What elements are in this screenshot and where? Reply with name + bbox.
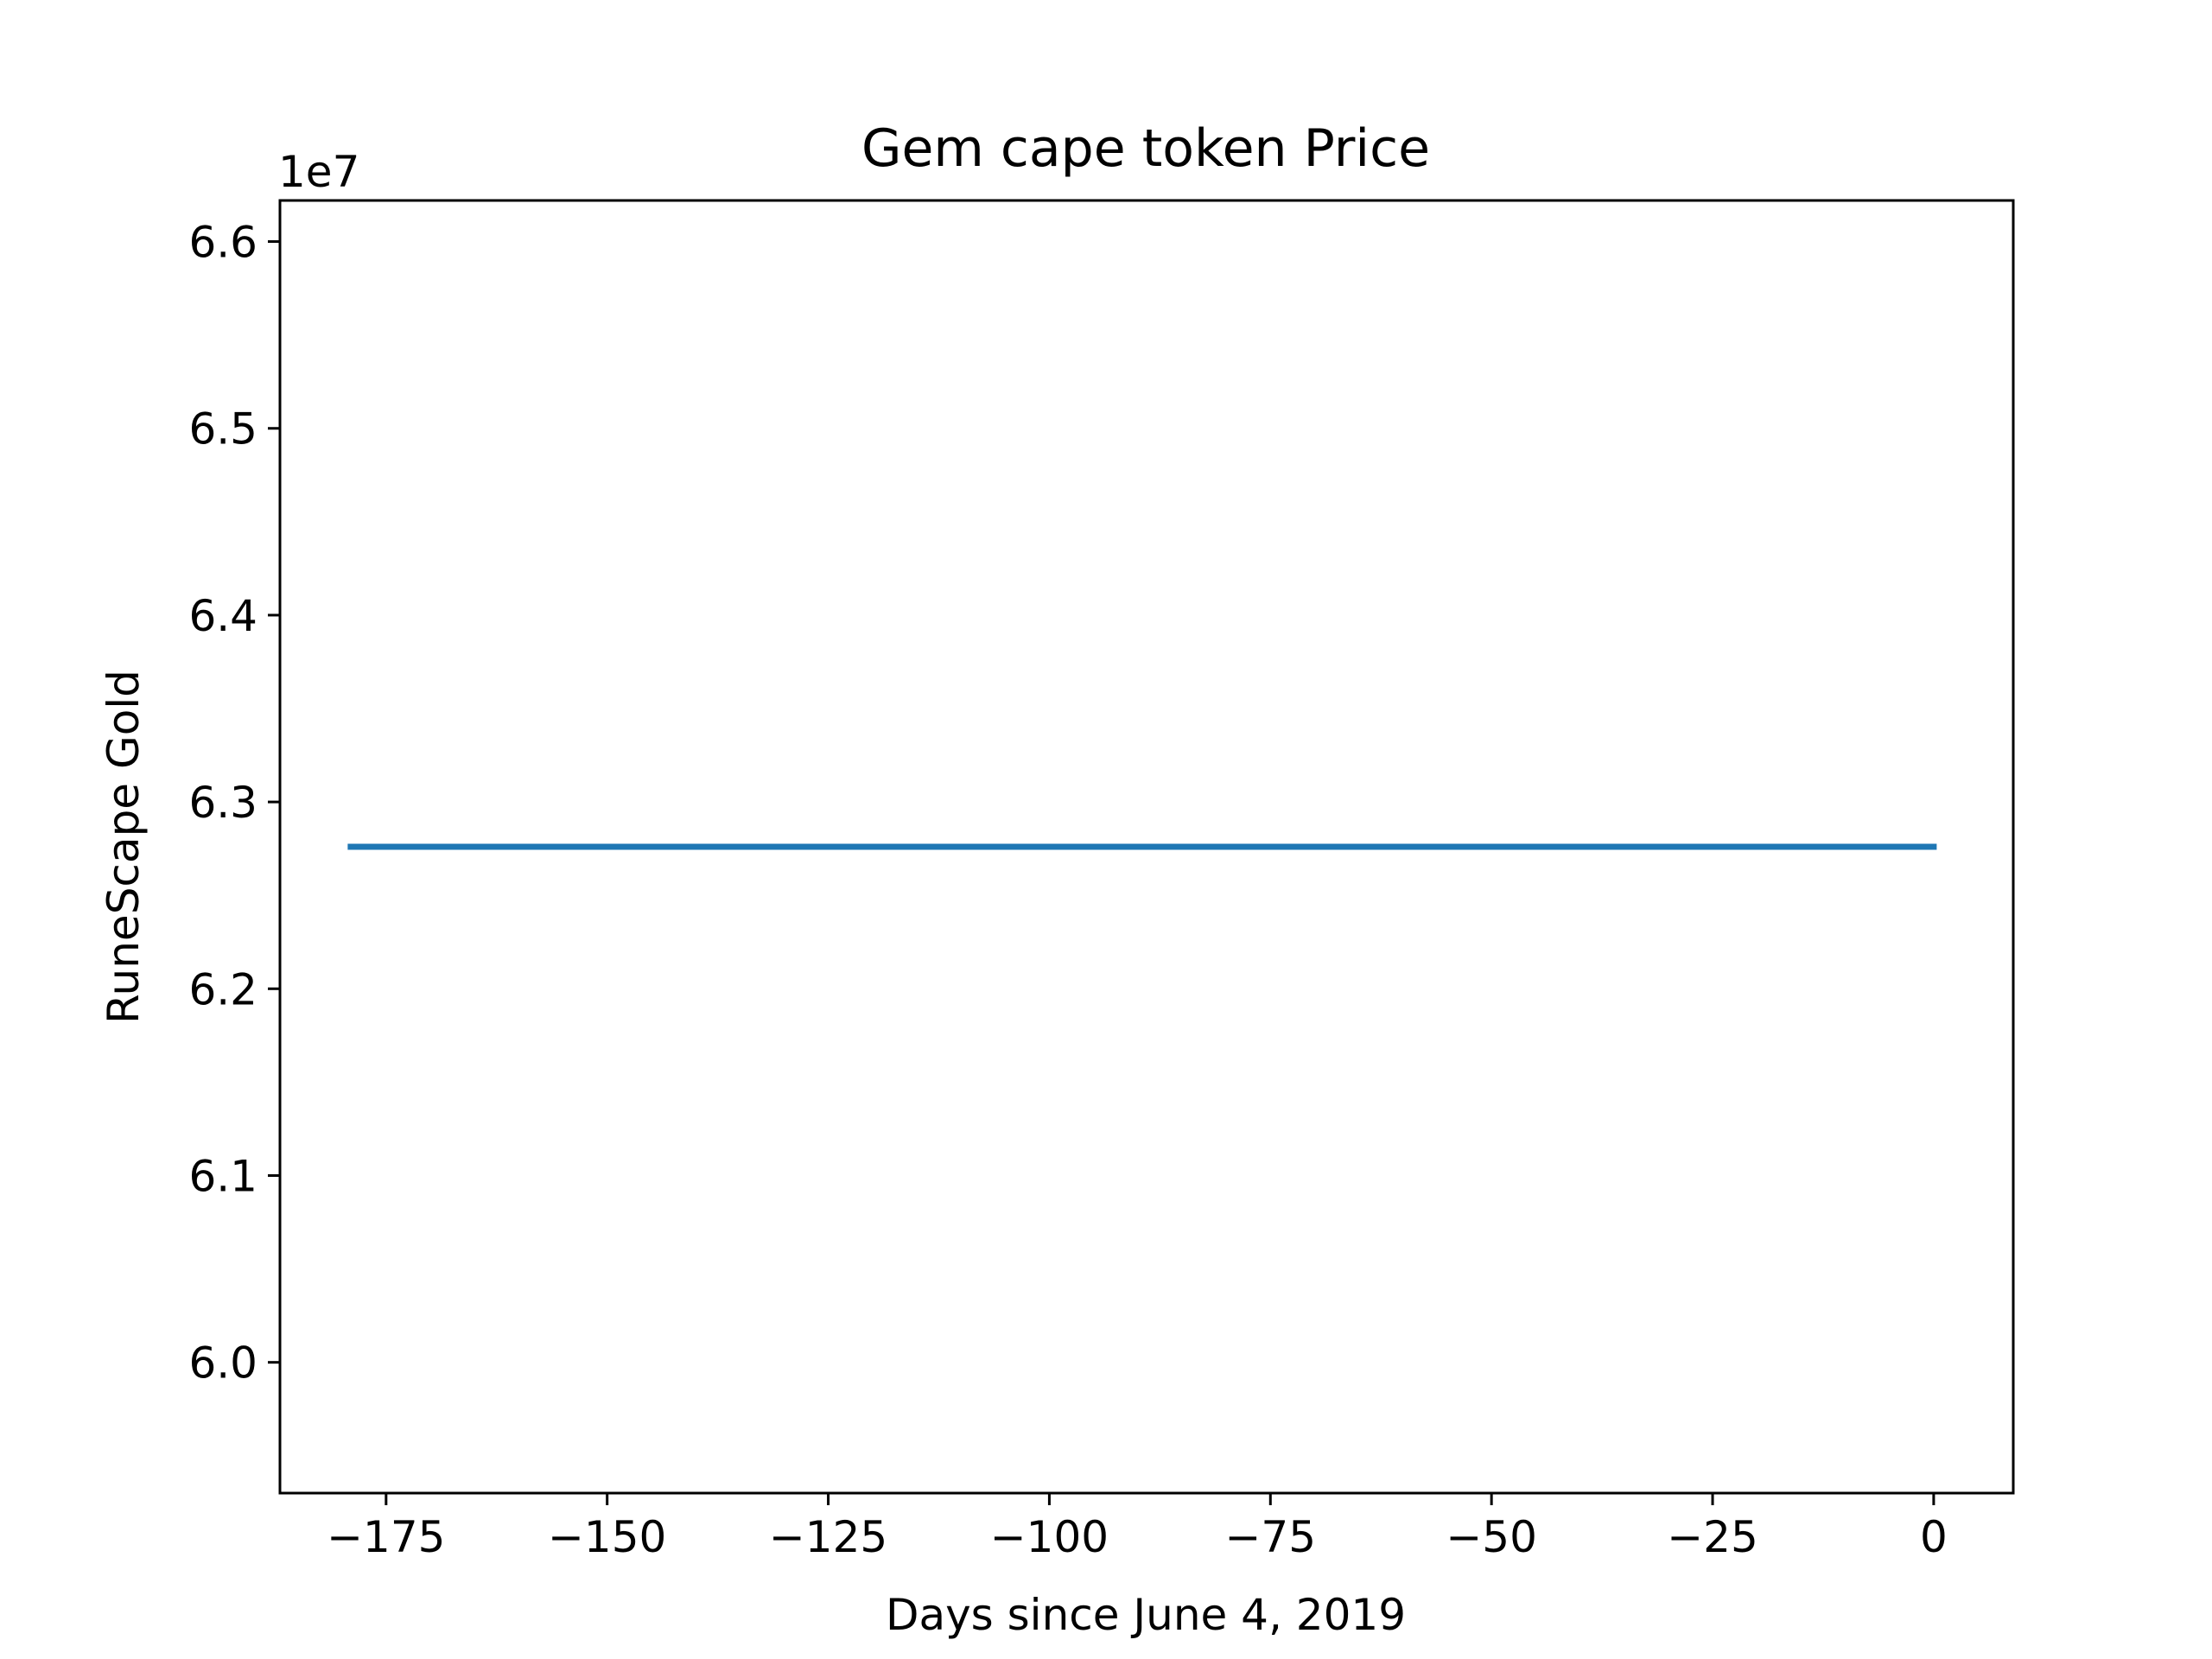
x-tick-label: 0 (1920, 1512, 1948, 1562)
x-tick-label: −175 (327, 1512, 445, 1562)
y-tick-label: 6.2 (188, 964, 257, 1014)
x-tick-label: −100 (990, 1512, 1109, 1562)
y-axis-label: RuneScape Gold (99, 670, 149, 1024)
y-tick-label: 6.4 (188, 591, 257, 641)
x-tick-label: −50 (1446, 1512, 1537, 1562)
x-tick-label: −150 (548, 1512, 666, 1562)
y-tick-label: 6.3 (188, 778, 257, 828)
x-tick-label: −125 (769, 1512, 887, 1562)
x-tick-label: −75 (1225, 1512, 1317, 1562)
y-tick-label: 6.0 (188, 1338, 257, 1389)
chart-title: Gem cape token Price (861, 118, 1430, 179)
y-axis-offset-label: 1e7 (278, 147, 359, 197)
y-tick-label: 6.5 (188, 404, 257, 454)
plot-frame (278, 199, 2015, 1495)
y-tick-label: 6.1 (188, 1151, 257, 1201)
y-tick-label: 6.6 (188, 218, 257, 268)
axis-ticks: −175 −150 −125 −100 −75 −50 −25 0 6.0 6.1 6.2 6.3 6.… (188, 218, 1947, 1562)
x-tick-label: −25 (1667, 1512, 1758, 1562)
x-axis-label: Days since June 4, 2019 (886, 1590, 1406, 1640)
